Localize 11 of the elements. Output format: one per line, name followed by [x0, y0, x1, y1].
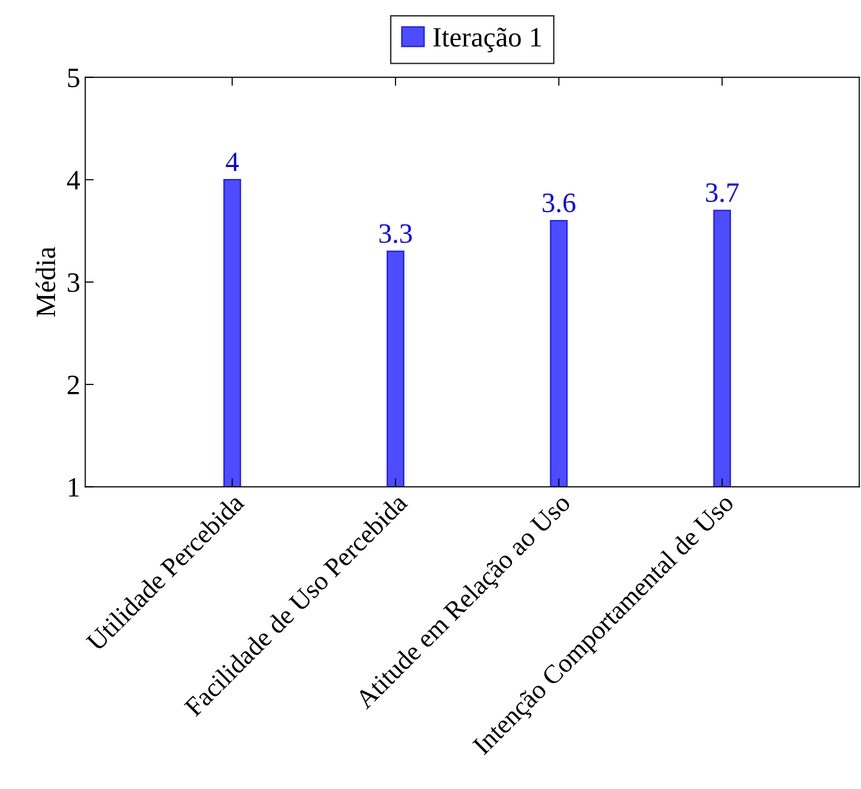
y-tick-label: 2 [68, 376, 79, 394]
y-axis-title: Média [36, 246, 56, 317]
data-label: 4 [226, 152, 239, 171]
y-tick-label: 3 [68, 273, 80, 292]
data-label: 3.3 [379, 224, 412, 244]
legend-label: Iteração 1 [433, 28, 541, 52]
data-label: 3.7 [706, 183, 739, 202]
y-tick-label: 1 [68, 478, 79, 496]
y-tick-label: 4 [67, 171, 80, 190]
y-tick-label: 5 [68, 68, 80, 88]
data-label: 3.6 [542, 194, 576, 212]
